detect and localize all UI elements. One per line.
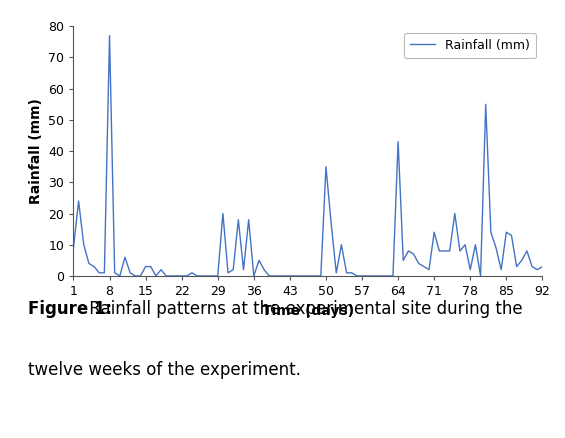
Legend: Rainfall (mm): Rainfall (mm) bbox=[404, 32, 536, 58]
X-axis label: Time (days): Time (days) bbox=[262, 304, 354, 318]
Rainfall (mm) bbox=[106, 33, 113, 38]
Rainfall (mm) bbox=[425, 267, 432, 272]
Rainfall (mm) bbox=[116, 273, 123, 279]
Rainfall (mm) bbox=[539, 264, 546, 269]
Rainfall (mm) bbox=[446, 248, 453, 254]
Rainfall (mm) bbox=[472, 242, 479, 247]
Rainfall (mm) bbox=[359, 273, 366, 279]
Text: Figure 1:: Figure 1: bbox=[28, 300, 112, 318]
Rainfall (mm) bbox=[451, 211, 458, 216]
Rainfall (mm) bbox=[457, 248, 463, 254]
Text: twelve weeks of the experiment.: twelve weeks of the experiment. bbox=[28, 361, 301, 379]
Text: Rainfall patterns at the experimental site during the: Rainfall patterns at the experimental si… bbox=[84, 300, 522, 318]
Line: Rainfall (mm): Rainfall (mm) bbox=[73, 35, 542, 276]
Y-axis label: Rainfall (mm): Rainfall (mm) bbox=[29, 98, 43, 204]
Rainfall (mm) bbox=[70, 245, 77, 251]
